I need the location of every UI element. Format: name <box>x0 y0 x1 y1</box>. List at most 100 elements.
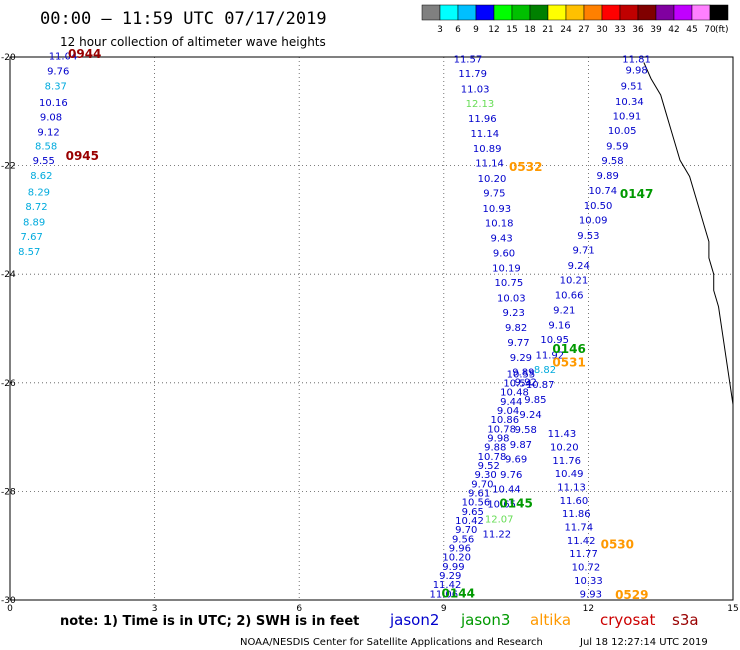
colorbar-tick: 42 <box>668 25 679 35</box>
colorbar-swatch <box>691 4 711 21</box>
wave-height-label: 8.29 <box>28 187 50 198</box>
wave-height-label: 10.42 <box>455 516 484 527</box>
wave-height-label: 12.07 <box>485 514 514 525</box>
plot-axes: -20 -22 -24 -26 -28 -300 3 6 9 12 15 <box>1 53 739 614</box>
wave-height-label: 9.99 <box>442 562 464 573</box>
colorbar-tick: 27 <box>578 25 589 35</box>
wave-height-label: 9.12 <box>37 128 59 139</box>
wave-height-label: 8.82 <box>534 365 556 376</box>
wave-height-label: 8.89 <box>23 217 45 228</box>
plot-frame <box>9 56 734 601</box>
wave-height-label: 10.18 <box>485 218 514 229</box>
pass-label: 0146 <box>552 342 585 356</box>
chart-title: 00:00 – 11:59 UTC 07/17/2019 <box>40 9 327 29</box>
wave-height-label: 10.54 <box>503 379 532 390</box>
colorbar-swatch <box>565 4 585 21</box>
colorbar-tick: 30 <box>596 25 608 35</box>
wave-height-label: 10.44 <box>492 484 521 495</box>
wave-height-label: 9.65 <box>462 507 484 518</box>
wave-height-label: 10.19 <box>492 263 521 274</box>
wave-height-label: 10.16 <box>39 98 68 109</box>
wave-height-label: 9.76 <box>47 66 69 77</box>
wave-height-label: 9.70 <box>455 525 477 536</box>
wave-height-label: 10.20 <box>550 442 579 453</box>
colorbar-legend: 3 6 9 12 15 18 21 24 27 30 33 36 39 42 45 70 <box>421 4 729 35</box>
wave-height-label: 11.86 <box>562 509 591 520</box>
colorbar-swatch <box>583 4 603 21</box>
wave-height-label: 10.49 <box>555 469 584 480</box>
wave-height-label: 11.96 <box>468 114 497 125</box>
wave-height-label: 9.58 <box>515 425 537 436</box>
pass-label: 0144 <box>442 586 475 600</box>
wave-height-label: 9.30 <box>474 470 496 481</box>
wave-height-label: 7.67 <box>21 232 43 243</box>
pass-label: 0532 <box>509 160 542 174</box>
wave-height-label: 9.56 <box>452 534 474 545</box>
wave-height-label: 8.72 <box>25 202 47 213</box>
wave-height-label: 9.69 <box>505 455 527 466</box>
colorbar-tick: 3 <box>437 25 443 35</box>
colorbar-swatch <box>529 4 549 21</box>
pass-label: 0531 <box>552 356 585 370</box>
x-tick-label: 0 <box>7 604 13 614</box>
wave-height-label: 9.08 <box>40 113 62 124</box>
wave-height-label: 9.58 <box>601 156 623 167</box>
wave-height-label: 9.21 <box>553 305 575 316</box>
wave-height-label: 10.55 <box>507 369 536 380</box>
wave-height-label: 9.87 <box>510 440 532 451</box>
x-tick-label: 15 <box>727 604 738 614</box>
wave-height-label: 10.78 <box>478 452 507 463</box>
wave-height-label: 10.50 <box>584 201 613 212</box>
wave-height-label: 9.23 <box>503 308 525 319</box>
wave-height-label: 11.81 <box>622 54 651 65</box>
wave-height-label: 9.76 <box>500 470 522 481</box>
x-tick-label: 6 <box>296 604 302 614</box>
wave-height-label: 9.96 <box>449 543 471 554</box>
colorbar-tick: 18 <box>524 25 536 35</box>
wave-height-label: 9.24 <box>568 261 590 272</box>
y-tick-label: -26 <box>1 379 16 389</box>
wave-height-label: 10.03 <box>497 293 526 304</box>
footer-timestamp: Jul 18 12:27:14 UTC 2019 <box>579 637 708 648</box>
y-tick-label: -20 <box>1 53 16 63</box>
colorbar-tick: 33 <box>614 25 625 35</box>
wave-height-label: 10.74 <box>589 186 618 197</box>
wave-height-label: 11.22 <box>482 530 511 541</box>
wave-height-label: 10.05 <box>608 126 637 137</box>
colorbar-tick: 24 <box>560 25 572 35</box>
legend-jason3: jason3 <box>460 611 510 629</box>
wave-height-label: 10.09 <box>579 216 608 227</box>
wave-height-label: 9.89 <box>512 368 534 379</box>
wave-height-label: 10.34 <box>615 97 644 108</box>
wave-height-label: 9.55 <box>33 156 55 167</box>
coastline-path <box>643 62 734 405</box>
wave-height-label: 10.21 <box>560 275 589 286</box>
wave-height-label: 9.85 <box>524 395 546 406</box>
wave-height-labels: 11.04 9.76 8.37 10.16 9.08 9.12 8.58 9.55 8.62 8.… <box>18 52 651 601</box>
wave-height-label: 10.56 <box>462 498 491 509</box>
wave-height-label: 11.92 <box>536 350 565 361</box>
pass-label: 0944 <box>68 47 101 61</box>
wave-height-label: 9.98 <box>625 65 647 76</box>
legend-s3a: s3a <box>672 611 699 629</box>
wave-height-label: 11.60 <box>560 496 589 507</box>
y-tick-label: -30 <box>1 596 16 606</box>
coastline <box>643 62 734 405</box>
wave-height-label: 11.04 <box>49 52 78 63</box>
wave-height-label: 8.57 <box>18 247 40 258</box>
wave-height-label: 11.76 <box>552 456 581 467</box>
wave-height-label: 9.16 <box>548 321 570 332</box>
wave-height-label: 9.59 <box>606 141 628 152</box>
wave-height-label: 11.03 <box>461 84 490 95</box>
wave-height-label: 11.13 <box>557 482 586 493</box>
wave-height-label: 10.48 <box>500 388 529 399</box>
colorbar-swatch <box>547 4 567 21</box>
wave-height-label: 11.77 <box>569 549 598 560</box>
colorbar-tick: 21 <box>542 25 553 35</box>
wave-height-label: 11.42 <box>433 580 462 591</box>
x-tick-label: 3 <box>152 604 158 614</box>
wave-height-label: 10.33 <box>574 576 603 587</box>
colorbar-swatch <box>673 4 693 21</box>
